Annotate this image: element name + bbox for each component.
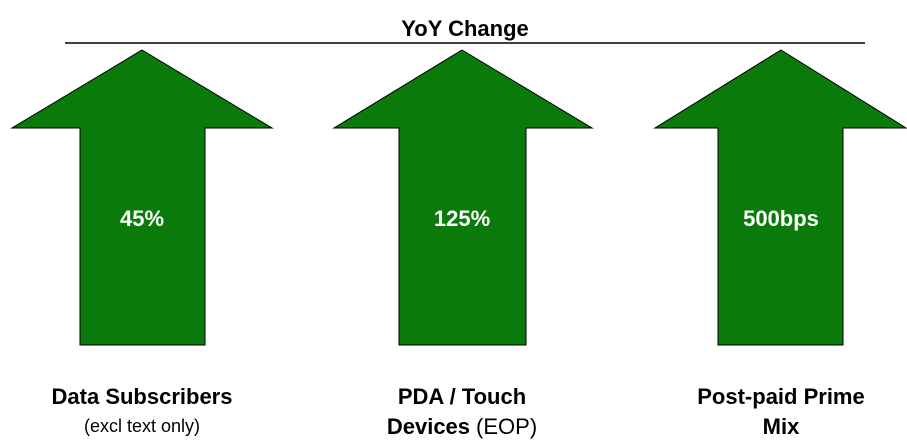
arrow-value: 45% bbox=[120, 206, 164, 231]
title: YoY Change bbox=[401, 16, 529, 41]
up-arrow bbox=[10, 49, 274, 346]
up-arrow bbox=[653, 49, 907, 346]
item-note: (EOP) bbox=[476, 414, 537, 439]
item-label: Devices bbox=[387, 414, 470, 439]
arrow-value: 125% bbox=[434, 206, 490, 231]
item-label-line: Devices (EOP) bbox=[387, 414, 537, 439]
item-note: (excl text only) bbox=[84, 416, 200, 436]
item-label: PDA / Touch bbox=[398, 384, 526, 409]
up-arrow bbox=[332, 49, 594, 346]
arrow-value: 500bps bbox=[743, 206, 819, 231]
item-label: Post-paid Prime bbox=[697, 384, 864, 409]
item-label: Data Subscribers bbox=[52, 384, 233, 409]
item-label: Mix bbox=[763, 414, 800, 439]
